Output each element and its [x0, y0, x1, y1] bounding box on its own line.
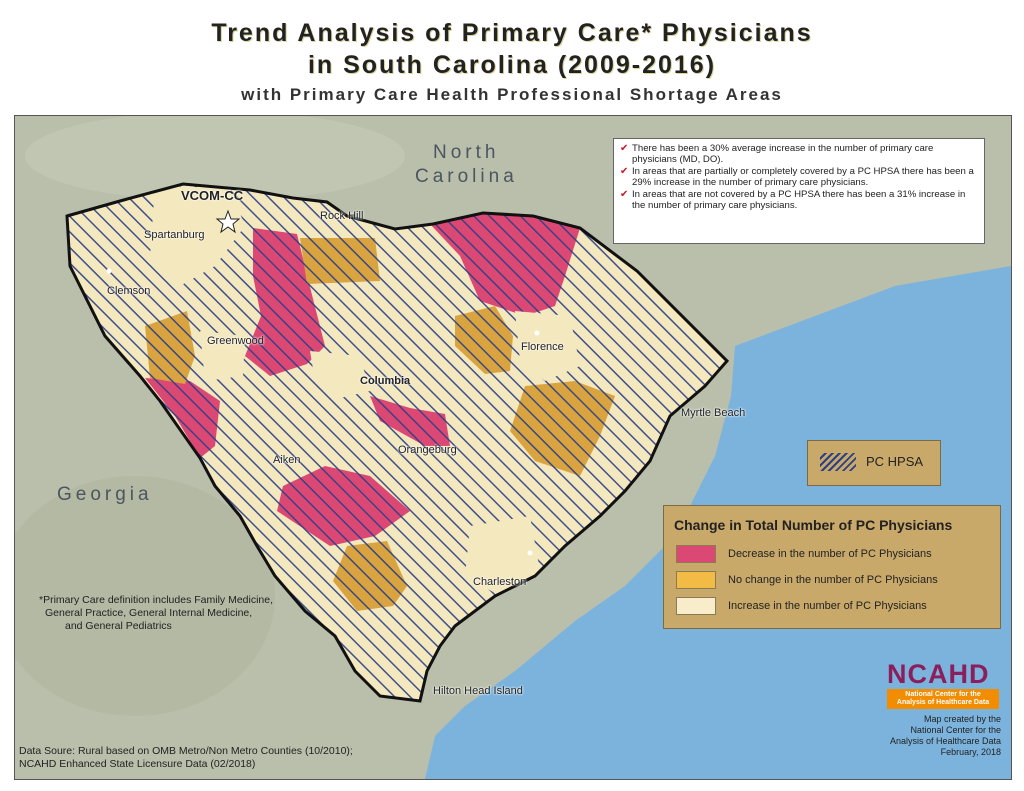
- legend-swatch-increase: [676, 597, 716, 615]
- stat-item: ✔ In areas that are partially or complet…: [620, 166, 974, 188]
- legend-item-increase: Increase in the number of PC Physicians: [676, 597, 927, 615]
- city-label-greenwood: Greenwood: [207, 335, 264, 347]
- map-frame: North Carolina Georgia VCOM-CC Spartanbu…: [14, 115, 1012, 780]
- legend-swatch-no-change: [676, 571, 716, 589]
- city-label-orangeburg: Orangeburg: [398, 444, 457, 456]
- ncahd-logo-text: NCAHD: [887, 659, 990, 689]
- city-label-charleston: Charleston: [473, 576, 527, 588]
- stat-item: ✔ There has been a 30% average increase …: [620, 143, 934, 165]
- city-dot-clemson: [106, 268, 112, 274]
- map-credit: Map created by the National Center for t…: [889, 714, 1001, 757]
- check-icon: ✔: [620, 143, 629, 154]
- city-label-myrtle-beach: Myrtle Beach: [681, 407, 746, 419]
- region-increase-greenwood: [200, 331, 245, 381]
- city-label-florence: Florence: [521, 341, 564, 353]
- region-label-carolina: Carolina: [415, 166, 518, 187]
- hpsa-hatch-swatch: [820, 453, 856, 471]
- region-label-georgia: Georgia: [57, 484, 153, 505]
- terrain-shade: [15, 476, 275, 716]
- state-outline: [65, 182, 730, 703]
- hpsa-legend-label: PC HPSA: [866, 454, 924, 469]
- ncahd-logo: NCAHD National Center for the Analysis o…: [887, 659, 999, 709]
- city-dot-florence: [534, 330, 540, 336]
- map-title-line2: in South Carolina (2009-2016): [307, 51, 717, 79]
- region-increase-columbia: [310, 351, 370, 398]
- city-label-clemson: Clemson: [107, 285, 151, 297]
- city-dot-aiken: [280, 458, 286, 464]
- city-dot-charleston: [527, 550, 533, 556]
- city-label-aiken: Aiken: [273, 454, 301, 466]
- city-label-rockhill: Rock Hill: [320, 210, 364, 222]
- legend-item-no-change: No change in the number of PC Physicians: [676, 571, 938, 589]
- change-legend-title: Change in Total Number of PC Physicians: [674, 517, 953, 533]
- primary-care-footnote: *Primary Care definition includes Family…: [39, 594, 274, 632]
- stats-box: ✔ There has been a 30% average increase …: [613, 138, 985, 244]
- check-icon: ✔: [620, 189, 629, 200]
- check-icon: ✔: [620, 166, 629, 177]
- region-label-north: North: [433, 142, 500, 163]
- city-label-spartanburg: Spartanburg: [144, 229, 205, 241]
- change-legend: Change in Total Number of PC Physicians …: [663, 505, 1001, 629]
- vcom-star-icon: [215, 209, 241, 234]
- region-increase-spartanburg: [150, 186, 245, 286]
- legend-item-decrease: Decrease in the number of PC Physicians: [676, 545, 932, 563]
- legend-swatch-decrease: [676, 545, 716, 563]
- ncahd-logo-tagline: National Center for the Analysis of Heal…: [887, 689, 999, 709]
- hpsa-legend: PC HPSA: [807, 440, 941, 486]
- city-label-hilton-head: Hilton Head Island: [433, 685, 523, 697]
- map-subtitle: with Primary Care Health Professional Sh…: [241, 85, 783, 104]
- stat-item: ✔ In areas that are not covered by a PC …: [620, 189, 966, 211]
- terrain-shade: [25, 116, 405, 201]
- region-increase-charleston: [465, 516, 540, 596]
- region-increase-florence: [515, 311, 580, 381]
- map-title-line1: Trend Analysis of Primary Care* Physicia…: [211, 19, 813, 47]
- city-label-vcom: VCOM-CC: [181, 188, 244, 203]
- city-label-columbia: Columbia: [360, 375, 411, 387]
- data-source: Data Soure: Rural based on OMB Metro/Non…: [19, 745, 353, 770]
